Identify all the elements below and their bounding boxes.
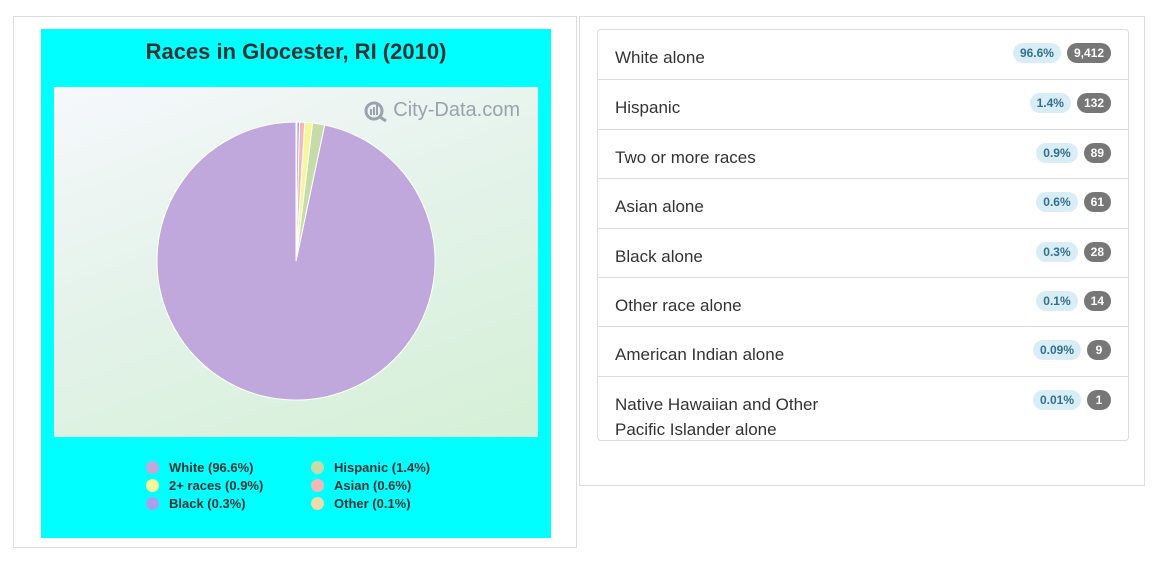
percent-badge: 0.9% [1036,142,1078,163]
count-badge: 28 [1083,241,1111,262]
percent-badge: 0.1% [1036,290,1078,311]
list-panel: White alone 96.6% 9,412 Hispanic 1.4% 132 Two … [579,16,1145,486]
plot-area: City-Data.com [54,87,538,437]
list-item-badges: 0.09% 9 [1032,340,1111,361]
percent-badge: 0.01% [1032,389,1081,410]
list-item: Native Hawaiian and Other Pacific Island… [598,375,1128,440]
pie-slice-other [295,121,298,262]
percent-badge: 96.6% [1012,43,1061,63]
legend-label: Black (0.3%) [169,496,246,511]
legend-item: Other (0.1%) [311,496,411,511]
count-badge: 14 [1083,290,1111,311]
list-item-badges: 0.3% 28 [1036,241,1111,262]
legend-label: Other (0.1%) [334,496,411,511]
list-item-badges: 0.6% 61 [1036,192,1111,213]
legend-item: 2+ races (0.9%) [146,478,263,493]
count-badge: 89 [1083,142,1111,163]
list-item: Asian alone 0.6% 61 [598,178,1128,227]
pie-chart [156,121,436,401]
legend-label: White (96.6%) [169,460,254,475]
legend-swatch [311,497,324,510]
list-item-label: Native Hawaiian and Other Pacific Island… [615,394,819,439]
count-badge: 61 [1083,192,1111,213]
legend-swatch [146,479,159,492]
list-item-badges: 1.4% 132 [1029,93,1111,114]
list-item: Black alone 0.3% 28 [598,227,1128,277]
list-item: American Indian alone 0.09% 9 [598,326,1128,375]
count-badge: 1 [1087,389,1111,410]
legend-swatch [311,479,324,492]
legend-label: 2+ races (0.9%) [169,478,264,493]
count-badge: 9,412 [1066,43,1111,63]
percent-badge: 0.09% [1032,340,1081,361]
list-item-badges: 0.1% 14 [1036,290,1111,311]
legend-item: White (96.6%) [146,460,254,475]
list-item-label: White alone [615,48,705,67]
list-item-label: Two or more races [615,147,756,167]
city-data-logo-icon [364,101,388,122]
legend-swatch [311,461,324,474]
legend-item: Black (0.3%) [146,496,246,511]
chart-legend: White (96.6%) Hispanic (1.4%) 2+ races (0.… [146,460,466,520]
count-badge: 9 [1087,340,1111,361]
list-item: Two or more races 0.9% 89 [598,128,1128,178]
watermark: City-Data.com [363,99,520,122]
list-item-label: Other race alone [615,295,742,315]
watermark-text: City-Data.com [393,99,520,121]
list-item-badges: 0.9% 89 [1036,142,1111,163]
legend-swatch [146,461,159,474]
percent-badge: 1.4% [1029,93,1071,114]
legend-label: Asian (0.6%) [334,478,412,493]
chart-title: Races in Glocester, RI (2010) [145,39,447,64]
list-item-label: Asian alone [615,197,704,217]
chart-panel: Races in Glocester, RI (2010) City-Data.… [13,16,577,548]
percent-badge: 0.3% [1036,241,1078,262]
list-item-badges: 0.01% 1 [1032,389,1111,410]
list-item-label: Black alone [615,246,703,266]
list-item-badges: 96.6% 9,412 [1012,43,1111,63]
list-item-label: American Indian alone [615,345,785,365]
legend-label: Hispanic (1.4%) [334,460,431,475]
count-badge: 132 [1076,93,1111,114]
list-item: White alone 96.6% 9,412 [598,30,1128,79]
legend-item: Hispanic (1.4%) [311,460,430,475]
list-item-label: Hispanic [615,98,681,118]
legend-item: Asian (0.6%) [311,478,411,493]
percent-badge: 0.6% [1036,192,1078,213]
list-item: Other race alone 0.1% 14 [598,276,1128,326]
chart-box: Races in Glocester, RI (2010) City-Data.… [41,29,551,538]
list-item: Hispanic 1.4% 132 [598,79,1128,128]
races-list: White alone 96.6% 9,412 Hispanic 1.4% 132 Two … [597,29,1129,441]
legend-swatch [146,497,159,510]
